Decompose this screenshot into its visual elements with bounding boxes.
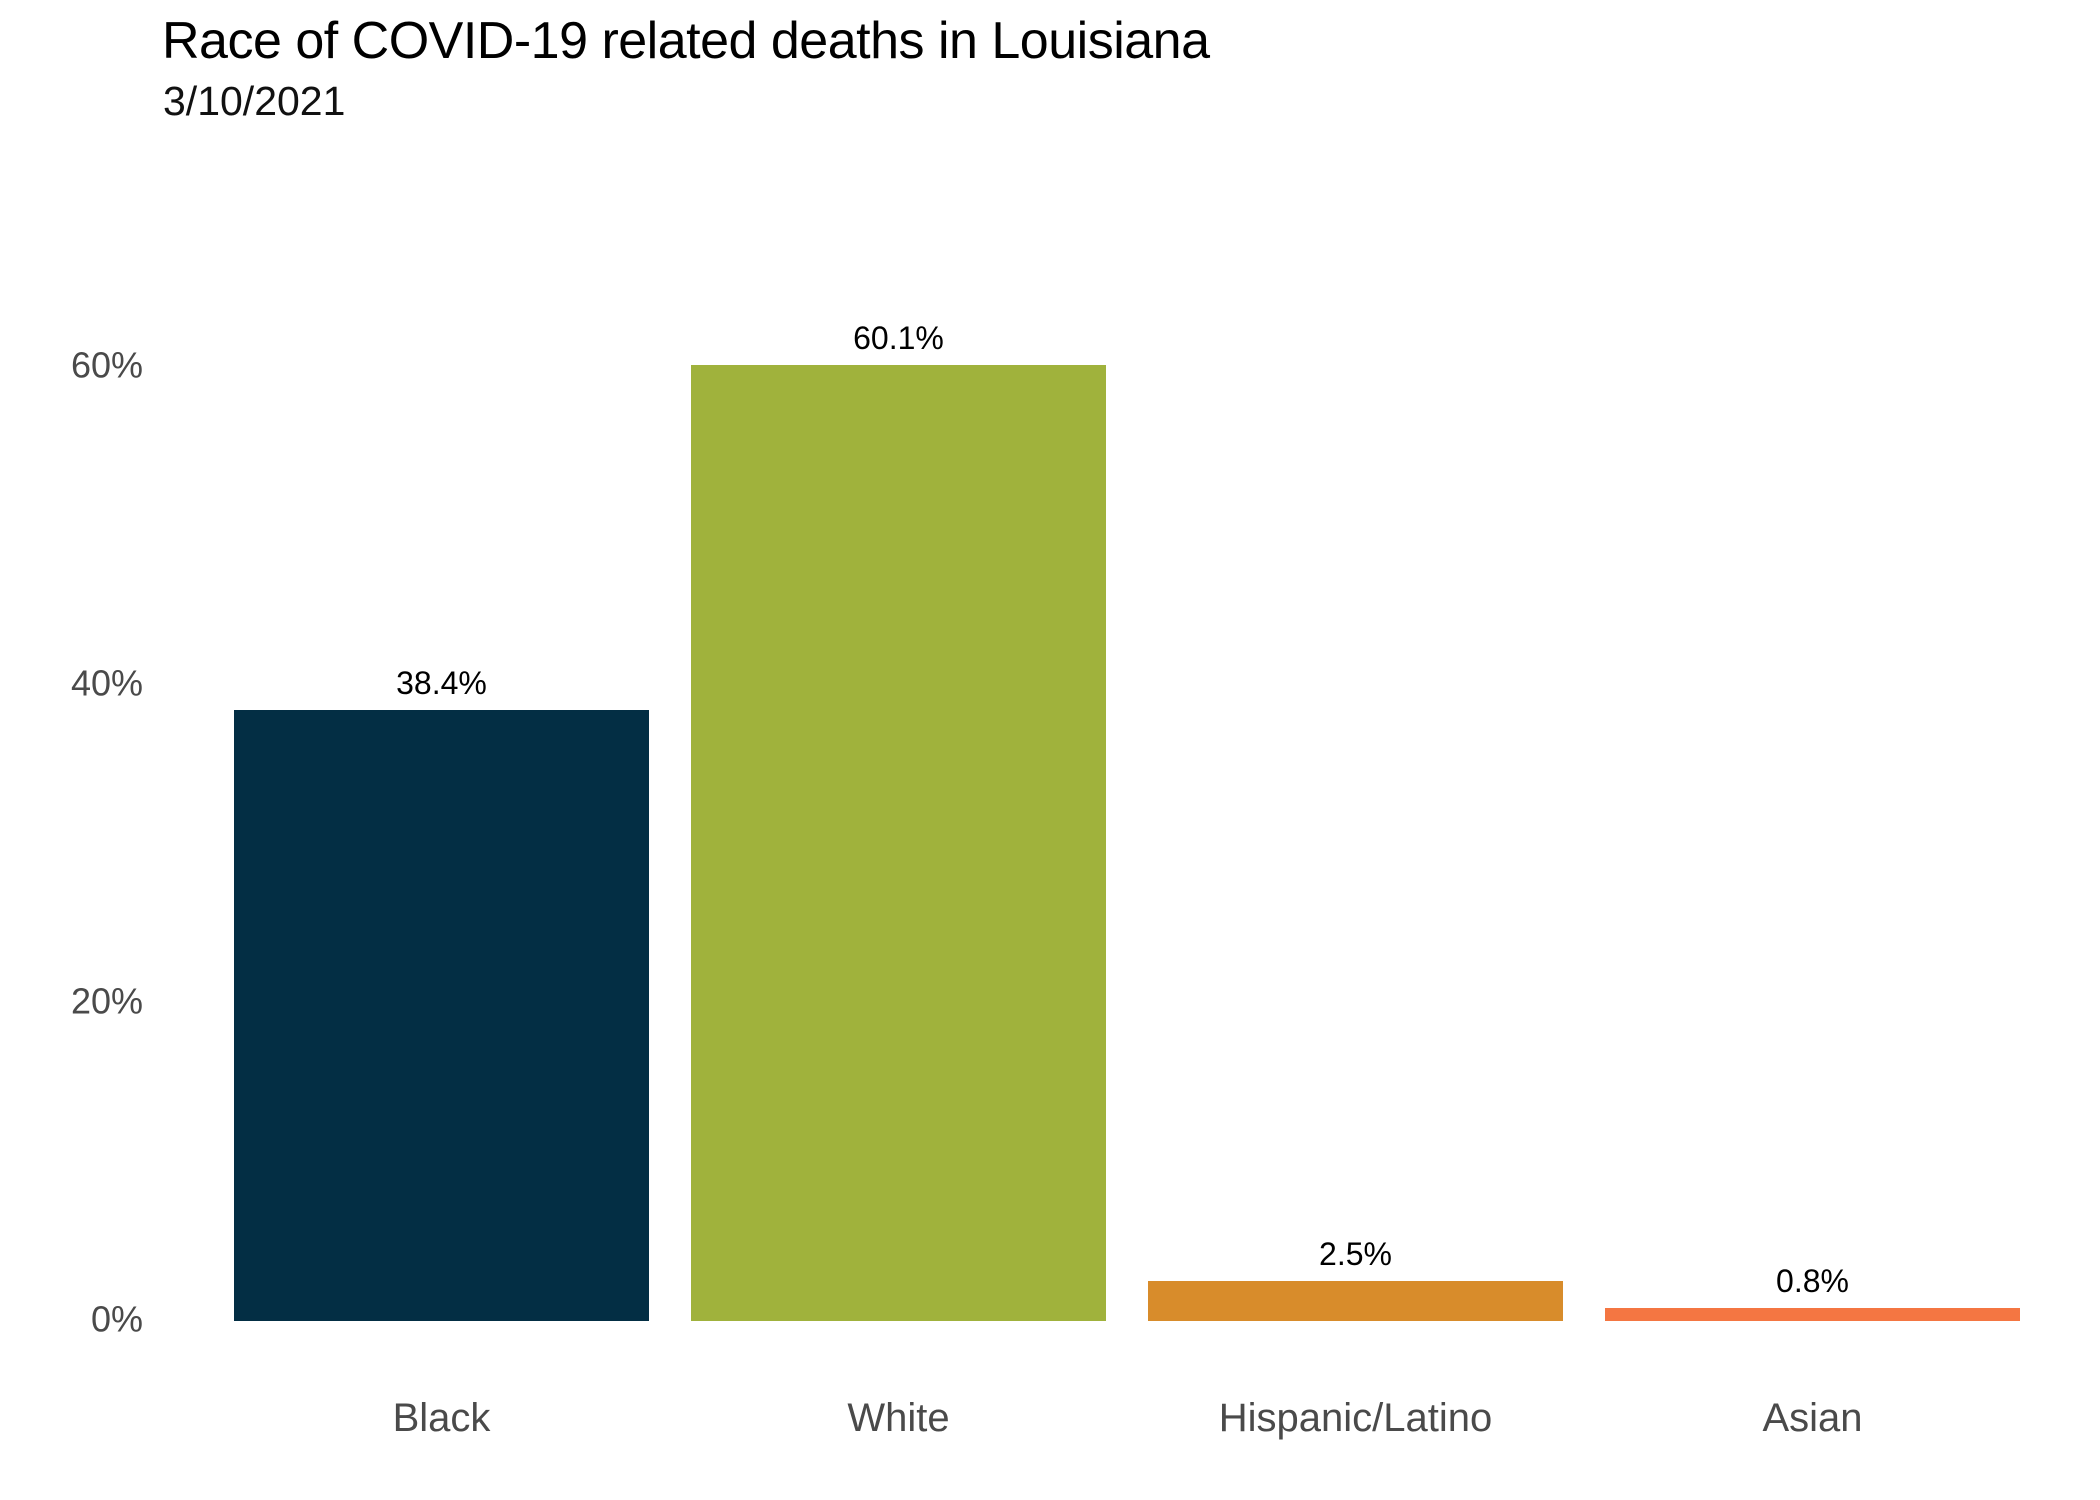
y-axis-tick-20pct: 20% (70, 980, 143, 1022)
category-label: Hispanic/Latino (1218, 1396, 1493, 1440)
bar-value-label: 2.5% (1319, 1236, 1392, 1272)
category-label: White (847, 1396, 950, 1440)
y-axis-tick-40pct: 40% (70, 662, 143, 704)
bar-value-label: 38.4% (396, 665, 487, 701)
bar-white (691, 365, 1106, 1321)
bar-value-label: 60.1% (853, 320, 944, 356)
bar-value-label: 0.8% (1776, 1263, 1849, 1299)
bar-asian (1605, 1308, 2020, 1321)
bar-black (234, 710, 649, 1321)
y-axis-tick-60pct: 60% (70, 344, 143, 386)
chart-title: Race of COVID-19 related deaths in Louis… (162, 12, 1210, 70)
category-label: Black (392, 1396, 491, 1440)
y-axis-tick-0pct: 0% (90, 1298, 143, 1340)
chart-subtitle: 3/10/2021 (163, 78, 346, 124)
category-label: Asian (1762, 1396, 1863, 1440)
bar-hispanic-latino (1148, 1281, 1563, 1321)
